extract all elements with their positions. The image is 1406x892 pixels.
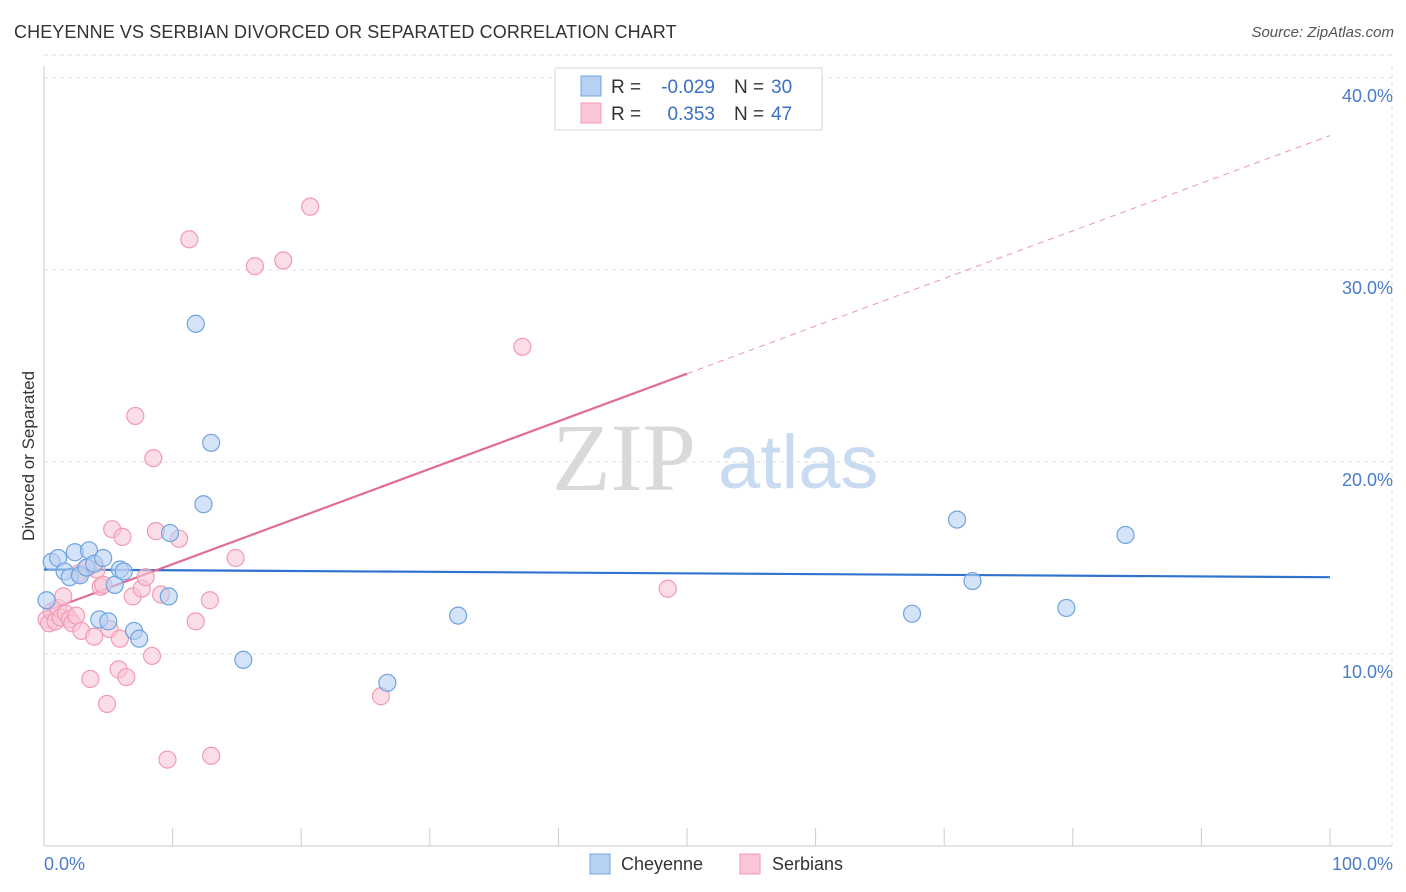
point-serbians-41: [245, 257, 265, 276]
point-cheyenne-21: [194, 495, 213, 514]
y-tick-label-30: 30.0%: [1342, 278, 1393, 298]
point-serbians-19: [97, 694, 117, 714]
point-cheyenne-26: [902, 604, 922, 623]
watermark-atlas: atlas: [718, 420, 879, 505]
legend-swatch-serbians: [580, 102, 602, 124]
point-serbians-25: [117, 667, 136, 687]
axes: [43, 66, 1393, 847]
point-serbians-27: [126, 406, 145, 426]
point-cheyenne-18: [159, 587, 178, 606]
legend-r-label-serbians: R =: [611, 104, 641, 125]
point-serbians-37: [186, 612, 205, 631]
x-tick-label-max: 100.0%: [1332, 854, 1393, 874]
legend-swatch-cheyenne: [580, 75, 602, 97]
point-serbians-38: [200, 591, 219, 610]
y-tick-label-10: 10.0%: [1342, 662, 1393, 682]
point-cheyenne-19: [160, 523, 180, 543]
point-cheyenne-17: [130, 629, 149, 648]
point-cheyenne-27: [947, 510, 967, 529]
point-cheyenne-29: [1057, 598, 1076, 618]
point-cheyenne-23: [234, 650, 253, 669]
x-tick-label-min: 0.0%: [44, 854, 85, 874]
bottom-legend-label-serbians: Serbians: [772, 854, 843, 874]
legend-n-value-serbians: 47: [771, 104, 792, 125]
point-serbians-40: [226, 548, 245, 568]
point-serbians-15: [85, 627, 104, 646]
point-serbians-42: [274, 251, 293, 270]
bottom-legend-swatch-cheyenne: [589, 853, 611, 875]
point-cheyenne-24: [378, 673, 397, 692]
y-tick-label-40: 40.0%: [1342, 86, 1393, 106]
point-serbians-36: [180, 230, 199, 249]
tick-labels: 10.0% 20.0% 30.0% 40.0% 0.0% 100.0%: [44, 86, 1393, 874]
trend-lines: [43, 135, 1331, 613]
point-cheyenne-11: [94, 548, 113, 568]
point-serbians-45: [513, 337, 532, 356]
series-legend: Cheyenne Serbians: [589, 853, 843, 875]
legend-r-value-serbians: 0.353: [667, 104, 715, 125]
chart-source: Source: ZipAtlas.com: [1251, 24, 1394, 41]
point-serbians-10: [67, 606, 86, 625]
bottom-legend-label-cheyenne: Cheyenne: [621, 854, 703, 874]
point-cheyenne-0: [37, 591, 56, 610]
legend-n-value-cheyenne: 30: [771, 77, 792, 98]
watermark-zip: ZIP: [552, 404, 696, 511]
point-serbians-30: [142, 646, 162, 666]
legend-r-value-cheyenne: -0.029: [661, 77, 715, 98]
point-cheyenne-25: [448, 606, 468, 625]
point-cheyenne-22: [202, 433, 221, 452]
legend-n-label-serbians: N =: [734, 104, 764, 125]
chart-title: CHEYENNE VS SERBIAN DIVORCED OR SEPARATE…: [14, 22, 677, 42]
point-serbians-46: [658, 579, 677, 598]
trend-line-dashed-serbians: [686, 135, 1331, 375]
point-serbians-6: [54, 587, 73, 606]
point-cheyenne-30: [1116, 525, 1135, 545]
point-cheyenne-28: [963, 571, 982, 591]
point-serbians-43: [301, 197, 320, 216]
point-serbians-23: [110, 629, 129, 648]
point-serbians-39: [202, 746, 221, 765]
point-serbians-31: [144, 449, 163, 468]
legend-r-label-cheyenne: R =: [611, 77, 641, 98]
trend-line-cheyenne: [43, 568, 1331, 579]
watermark: ZIP atlas: [552, 404, 879, 511]
data-points: [37, 197, 1135, 769]
point-serbians-24: [113, 527, 132, 546]
y-tick-label-20: 20.0%: [1342, 470, 1393, 490]
correlation-legend: R = -0.029 N = 30 R = 0.353 N = 47: [554, 67, 823, 131]
point-cheyenne-15: [114, 562, 133, 581]
y-axis-title: Divorced or Separated: [19, 371, 38, 541]
legend-n-label-cheyenne: N =: [734, 77, 764, 98]
point-serbians-14: [81, 669, 100, 689]
grid-lines: [44, 54, 1392, 655]
bottom-legend-swatch-serbians: [739, 853, 761, 875]
point-serbians-34: [158, 750, 177, 769]
point-cheyenne-12: [99, 612, 118, 631]
point-serbians-29: [136, 568, 155, 587]
point-cheyenne-20: [186, 314, 205, 333]
